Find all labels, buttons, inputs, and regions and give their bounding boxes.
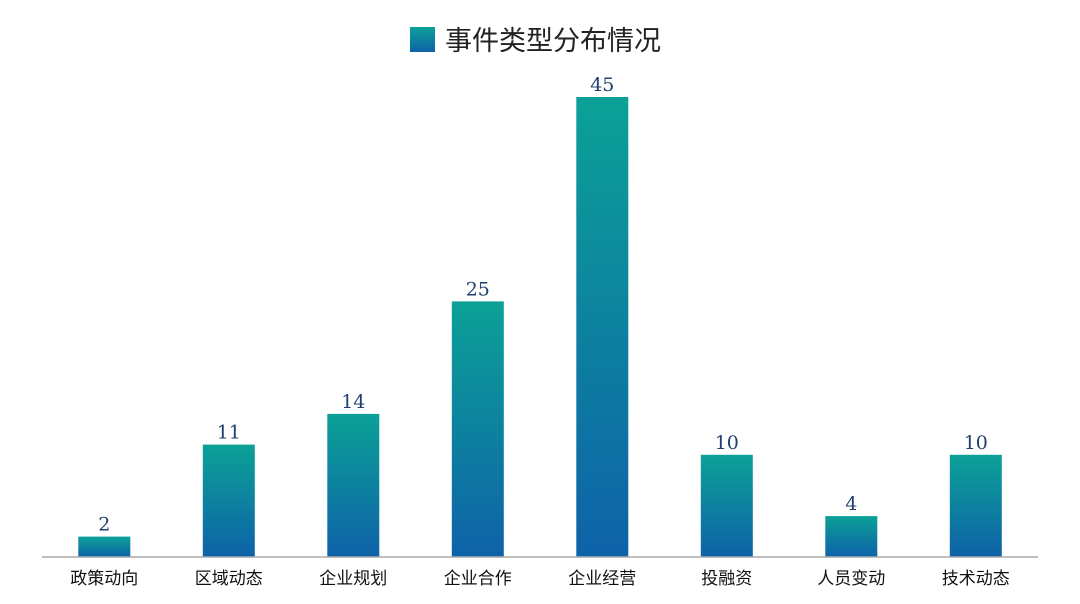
bar-8 bbox=[949, 454, 1002, 557]
data-label-3: 14 bbox=[341, 391, 365, 413]
legend-label: 事件类型分布情况 bbox=[445, 26, 661, 57]
bar-1 bbox=[78, 536, 131, 557]
category-label-6: 投融资 bbox=[701, 569, 752, 589]
legend: 事件类型分布情况 bbox=[410, 26, 661, 57]
data-label-4: 25 bbox=[466, 278, 490, 300]
data-label-5: 45 bbox=[590, 74, 614, 96]
bar-3 bbox=[327, 413, 380, 557]
bar-2 bbox=[202, 444, 255, 557]
data-label-2: 11 bbox=[217, 422, 241, 444]
category-label-3: 企业规划 bbox=[319, 569, 387, 589]
legend-swatch bbox=[410, 27, 435, 52]
bar-5 bbox=[576, 97, 629, 557]
category-label-8: 技术动态 bbox=[942, 569, 1010, 589]
data-label-1: 2 bbox=[98, 514, 110, 536]
bar-6 bbox=[700, 454, 753, 557]
category-label-4: 企业合作 bbox=[444, 569, 512, 589]
data-label-7: 4 bbox=[845, 493, 857, 515]
category-label-5: 企业经营 bbox=[568, 569, 636, 589]
bar-7 bbox=[825, 516, 878, 557]
data-label-6: 10 bbox=[715, 432, 739, 454]
category-label-1: 政策动向 bbox=[70, 569, 138, 589]
category-labels: 政策动向 区域动态 企业规划 企业合作 企业经营 投融资 人员变动 技术动态 bbox=[70, 569, 1009, 589]
category-label-2: 区域动态 bbox=[195, 569, 263, 589]
bars-group: 2 11 14 25 45 10 4 10 bbox=[78, 74, 1002, 557]
data-label-8: 10 bbox=[964, 432, 988, 454]
bar-4 bbox=[451, 301, 504, 557]
category-label-7: 人员变动 bbox=[817, 569, 885, 589]
